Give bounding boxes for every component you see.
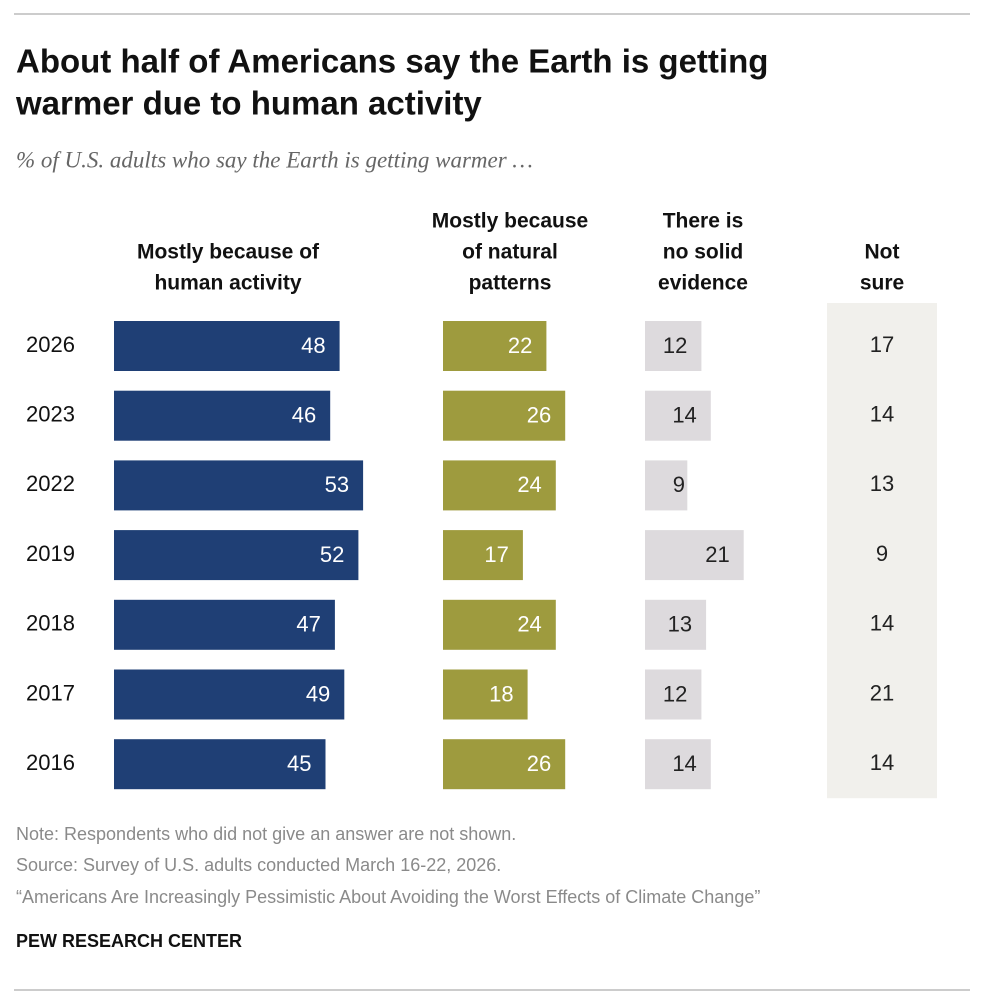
value-label: 13 <box>668 612 692 637</box>
value-label: 14 <box>870 402 894 427</box>
value-label: 53 <box>325 472 349 497</box>
column-panel <box>827 303 937 799</box>
bar <box>645 739 711 790</box>
bar <box>645 669 702 720</box>
value-label: 52 <box>320 542 344 567</box>
value-label: 9 <box>876 541 888 566</box>
legend-label: There is <box>663 210 744 233</box>
legend-label: Not <box>865 241 900 264</box>
value-label: 24 <box>517 472 541 497</box>
value-label: 47 <box>296 612 320 637</box>
value-label: 14 <box>672 751 696 776</box>
bar <box>114 530 359 581</box>
bar <box>443 739 566 790</box>
legend-label: evidence <box>658 272 748 295</box>
value-label: 45 <box>287 751 311 776</box>
value-label: 14 <box>672 403 696 428</box>
bar <box>443 321 547 371</box>
value-label: 14 <box>870 750 894 775</box>
note: Source: Survey of U.S. adults conducted … <box>16 855 501 875</box>
value-label: 22 <box>508 333 532 358</box>
bar <box>443 460 556 511</box>
legend-label: no solid <box>663 241 744 264</box>
legend-label: Mostly because of <box>137 241 320 264</box>
legend-label: human activity <box>154 272 301 295</box>
legend-label: Mostly because <box>432 210 588 233</box>
value-label: 21 <box>870 680 894 705</box>
value-label: 21 <box>705 542 729 567</box>
legend-label: patterns <box>469 272 552 295</box>
chart-title: About half of Americans say the Earth is… <box>16 43 768 80</box>
chart-subtitle: % of U.S. adults who say the Earth is ge… <box>16 147 533 172</box>
value-label: 13 <box>870 471 894 496</box>
bar <box>645 390 711 441</box>
y-tick-label: 2019 <box>26 541 75 566</box>
value-label: 48 <box>301 333 325 358</box>
legend-label: sure <box>860 272 904 295</box>
legend-label: of natural <box>462 241 558 264</box>
bar <box>114 669 345 720</box>
bar <box>443 530 523 581</box>
bar <box>114 390 331 441</box>
bar <box>114 321 340 371</box>
value-label: 46 <box>292 403 316 428</box>
chart-title: warmer due to human activity <box>15 85 482 122</box>
value-label: 9 <box>673 472 685 497</box>
value-label: 14 <box>870 611 894 636</box>
y-tick-label: 2017 <box>26 680 75 705</box>
bar <box>443 599 556 650</box>
y-tick-label: 2026 <box>26 332 75 357</box>
value-label: 26 <box>527 403 551 428</box>
bar <box>443 669 528 720</box>
value-label: 24 <box>517 612 541 637</box>
bar <box>645 460 688 511</box>
bar <box>114 460 364 511</box>
bar <box>114 739 326 790</box>
brand: PEW RESEARCH CENTER <box>16 931 242 951</box>
y-tick-label: 2016 <box>26 750 75 775</box>
value-label: 26 <box>527 751 551 776</box>
value-label: 12 <box>663 333 687 358</box>
bar <box>443 390 566 441</box>
value-label: 18 <box>489 681 513 706</box>
value-label: 12 <box>663 681 687 706</box>
y-tick-label: 2022 <box>26 471 75 496</box>
bar <box>645 599 707 650</box>
y-tick-label: 2018 <box>26 611 75 636</box>
value-label: 49 <box>306 681 330 706</box>
value-label: 17 <box>484 542 508 567</box>
note: “Americans Are Increasingly Pessimistic … <box>16 887 760 907</box>
note: Note: Respondents who did not give an an… <box>16 824 516 844</box>
bar <box>114 599 335 650</box>
bar <box>645 321 702 371</box>
y-tick-label: 2023 <box>26 402 75 427</box>
bar <box>645 530 744 581</box>
value-label: 17 <box>870 332 894 357</box>
